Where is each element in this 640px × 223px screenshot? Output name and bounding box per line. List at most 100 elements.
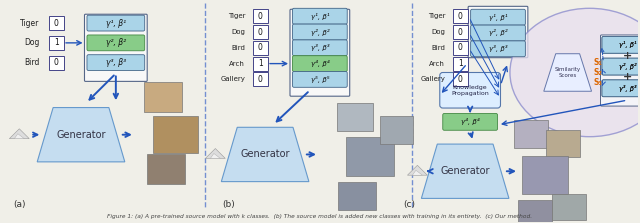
FancyBboxPatch shape <box>292 40 348 56</box>
FancyBboxPatch shape <box>600 35 640 106</box>
FancyBboxPatch shape <box>452 25 468 39</box>
Text: γ³, β³: γ³, β³ <box>619 85 636 92</box>
Text: 0: 0 <box>54 19 59 28</box>
FancyBboxPatch shape <box>290 9 349 96</box>
Text: 1: 1 <box>458 59 463 68</box>
FancyBboxPatch shape <box>292 56 348 72</box>
FancyBboxPatch shape <box>84 14 147 81</box>
FancyBboxPatch shape <box>147 155 184 184</box>
Text: 0: 0 <box>54 58 59 67</box>
Text: Tiger: Tiger <box>20 19 39 28</box>
FancyBboxPatch shape <box>253 25 268 39</box>
Text: γ⁴, β⁴: γ⁴, β⁴ <box>461 118 479 125</box>
Text: 0: 0 <box>458 27 463 37</box>
FancyBboxPatch shape <box>87 55 145 70</box>
Text: 0: 0 <box>458 75 463 84</box>
FancyBboxPatch shape <box>253 41 268 55</box>
Polygon shape <box>221 127 309 182</box>
FancyBboxPatch shape <box>292 24 348 40</box>
Text: Bird: Bird <box>231 45 245 51</box>
FancyBboxPatch shape <box>253 57 268 70</box>
Text: S₃: S₃ <box>593 78 602 87</box>
FancyBboxPatch shape <box>602 58 640 75</box>
FancyBboxPatch shape <box>49 16 63 30</box>
Text: 0: 0 <box>458 12 463 21</box>
Text: Tiger: Tiger <box>428 13 445 19</box>
FancyBboxPatch shape <box>443 114 497 130</box>
Text: Figure 1: (a) A pre-trained source model with k classes.  (b) The source model i: Figure 1: (a) A pre-trained source model… <box>108 214 532 219</box>
FancyBboxPatch shape <box>452 41 468 55</box>
FancyBboxPatch shape <box>440 72 500 108</box>
FancyBboxPatch shape <box>522 156 568 194</box>
Polygon shape <box>37 107 125 162</box>
Text: Generator: Generator <box>440 166 490 176</box>
Text: Knowledge
Propagation: Knowledge Propagation <box>451 85 489 96</box>
Text: (c): (c) <box>403 200 415 209</box>
Text: Dog: Dog <box>231 29 245 35</box>
FancyBboxPatch shape <box>514 120 548 148</box>
Text: +: + <box>623 72 632 83</box>
Text: γ¹, β¹: γ¹, β¹ <box>489 14 508 21</box>
Text: γ¹, β¹: γ¹, β¹ <box>619 41 636 48</box>
Text: Dog: Dog <box>24 38 39 47</box>
Text: 0: 0 <box>258 43 262 52</box>
FancyBboxPatch shape <box>87 35 145 51</box>
FancyBboxPatch shape <box>346 137 394 176</box>
FancyBboxPatch shape <box>602 36 640 53</box>
FancyBboxPatch shape <box>546 130 580 157</box>
Text: γ², β²: γ², β² <box>106 38 126 47</box>
Polygon shape <box>544 54 591 91</box>
Text: (b): (b) <box>222 200 235 209</box>
Text: γ², β²: γ², β² <box>489 29 508 37</box>
Text: γ², β²: γ², β² <box>310 29 329 35</box>
Text: γ³, β³: γ³, β³ <box>106 58 126 67</box>
Text: Gallery: Gallery <box>420 76 445 83</box>
Text: (a): (a) <box>13 200 26 209</box>
Text: γ³, β³: γ³, β³ <box>489 45 508 52</box>
Text: Generator: Generator <box>241 149 290 159</box>
FancyBboxPatch shape <box>337 103 372 131</box>
FancyBboxPatch shape <box>452 9 468 23</box>
Text: Gallery: Gallery <box>220 76 245 83</box>
Text: γ³, β³: γ³, β³ <box>310 44 329 51</box>
Text: Bird: Bird <box>431 45 445 51</box>
Polygon shape <box>408 165 428 175</box>
Text: S₁: S₁ <box>593 58 602 67</box>
Text: γ³, β³: γ³, β³ <box>619 85 636 92</box>
FancyBboxPatch shape <box>380 116 413 144</box>
FancyBboxPatch shape <box>49 36 63 50</box>
FancyBboxPatch shape <box>602 58 640 75</box>
FancyBboxPatch shape <box>292 8 348 24</box>
FancyBboxPatch shape <box>470 25 525 41</box>
FancyBboxPatch shape <box>253 72 268 86</box>
FancyBboxPatch shape <box>253 9 268 23</box>
FancyBboxPatch shape <box>452 57 468 70</box>
Polygon shape <box>211 153 220 158</box>
FancyBboxPatch shape <box>602 80 640 97</box>
Polygon shape <box>205 149 225 158</box>
FancyBboxPatch shape <box>292 72 348 87</box>
FancyBboxPatch shape <box>470 41 525 57</box>
Text: 0: 0 <box>258 75 262 84</box>
Text: Tiger: Tiger <box>228 13 245 19</box>
Ellipse shape <box>510 8 640 137</box>
Text: γ⁴, β⁴: γ⁴, β⁴ <box>310 60 329 67</box>
Text: Similarity
Scores: Similarity Scores <box>555 67 580 78</box>
FancyBboxPatch shape <box>49 56 63 70</box>
Text: 0: 0 <box>258 27 262 37</box>
Polygon shape <box>14 134 24 139</box>
FancyBboxPatch shape <box>338 182 376 210</box>
FancyBboxPatch shape <box>153 116 198 153</box>
FancyBboxPatch shape <box>87 15 145 31</box>
Text: γ², β²: γ², β² <box>619 63 636 70</box>
FancyBboxPatch shape <box>468 6 528 58</box>
Text: Dog: Dog <box>431 29 445 35</box>
Polygon shape <box>412 170 422 175</box>
FancyBboxPatch shape <box>518 200 552 223</box>
Text: S₂: S₂ <box>593 68 602 77</box>
Text: γ¹, β¹: γ¹, β¹ <box>106 19 126 28</box>
FancyBboxPatch shape <box>144 82 182 112</box>
Text: Arch: Arch <box>429 61 445 67</box>
Text: γ¹, β¹: γ¹, β¹ <box>619 41 636 48</box>
FancyBboxPatch shape <box>470 9 525 25</box>
